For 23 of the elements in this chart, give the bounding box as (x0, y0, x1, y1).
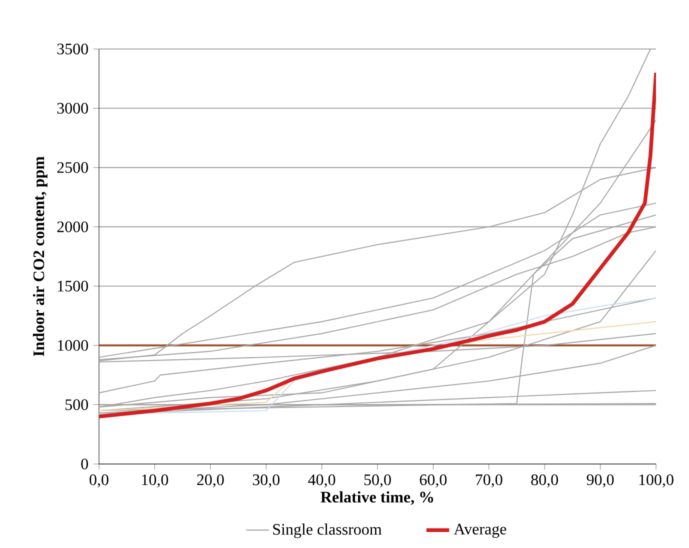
y-tick-label: 3000 (57, 102, 88, 114)
x-tick-label: 10,0 (142, 474, 168, 488)
y-tick-label: 1000 (58, 340, 88, 351)
legend-label: Single classroom (273, 524, 382, 538)
x-tick-label: 0,0 (90, 474, 108, 488)
x-tick-label: 20,0 (197, 474, 224, 488)
x-axis-title: Relative time, % (320, 491, 434, 505)
y-tick-label: 2000 (57, 221, 88, 232)
y-tick-label: 3500 (57, 44, 88, 54)
x-tick-label: 100,0 (639, 474, 674, 488)
x-tick-label: 70,0 (476, 474, 502, 488)
x-tick-label: 30,0 (252, 474, 280, 488)
y-tick-label: 2500 (57, 162, 88, 173)
x-tick-label: 60,0 (420, 474, 447, 488)
x-tick-label: 90,0 (586, 474, 614, 488)
legend-label: Average (454, 524, 506, 538)
y-tick-label: 1500 (58, 280, 88, 292)
y-tick-label: 0 (81, 458, 88, 470)
y-tick-label: 500 (66, 399, 88, 410)
x-tick-label: 50,0 (364, 474, 391, 488)
x-tick-label: 80,0 (531, 474, 558, 488)
x-tick-label: 40,0 (308, 474, 336, 488)
y-axis-title: Indoor air CO2 content, ppm (32, 156, 48, 356)
